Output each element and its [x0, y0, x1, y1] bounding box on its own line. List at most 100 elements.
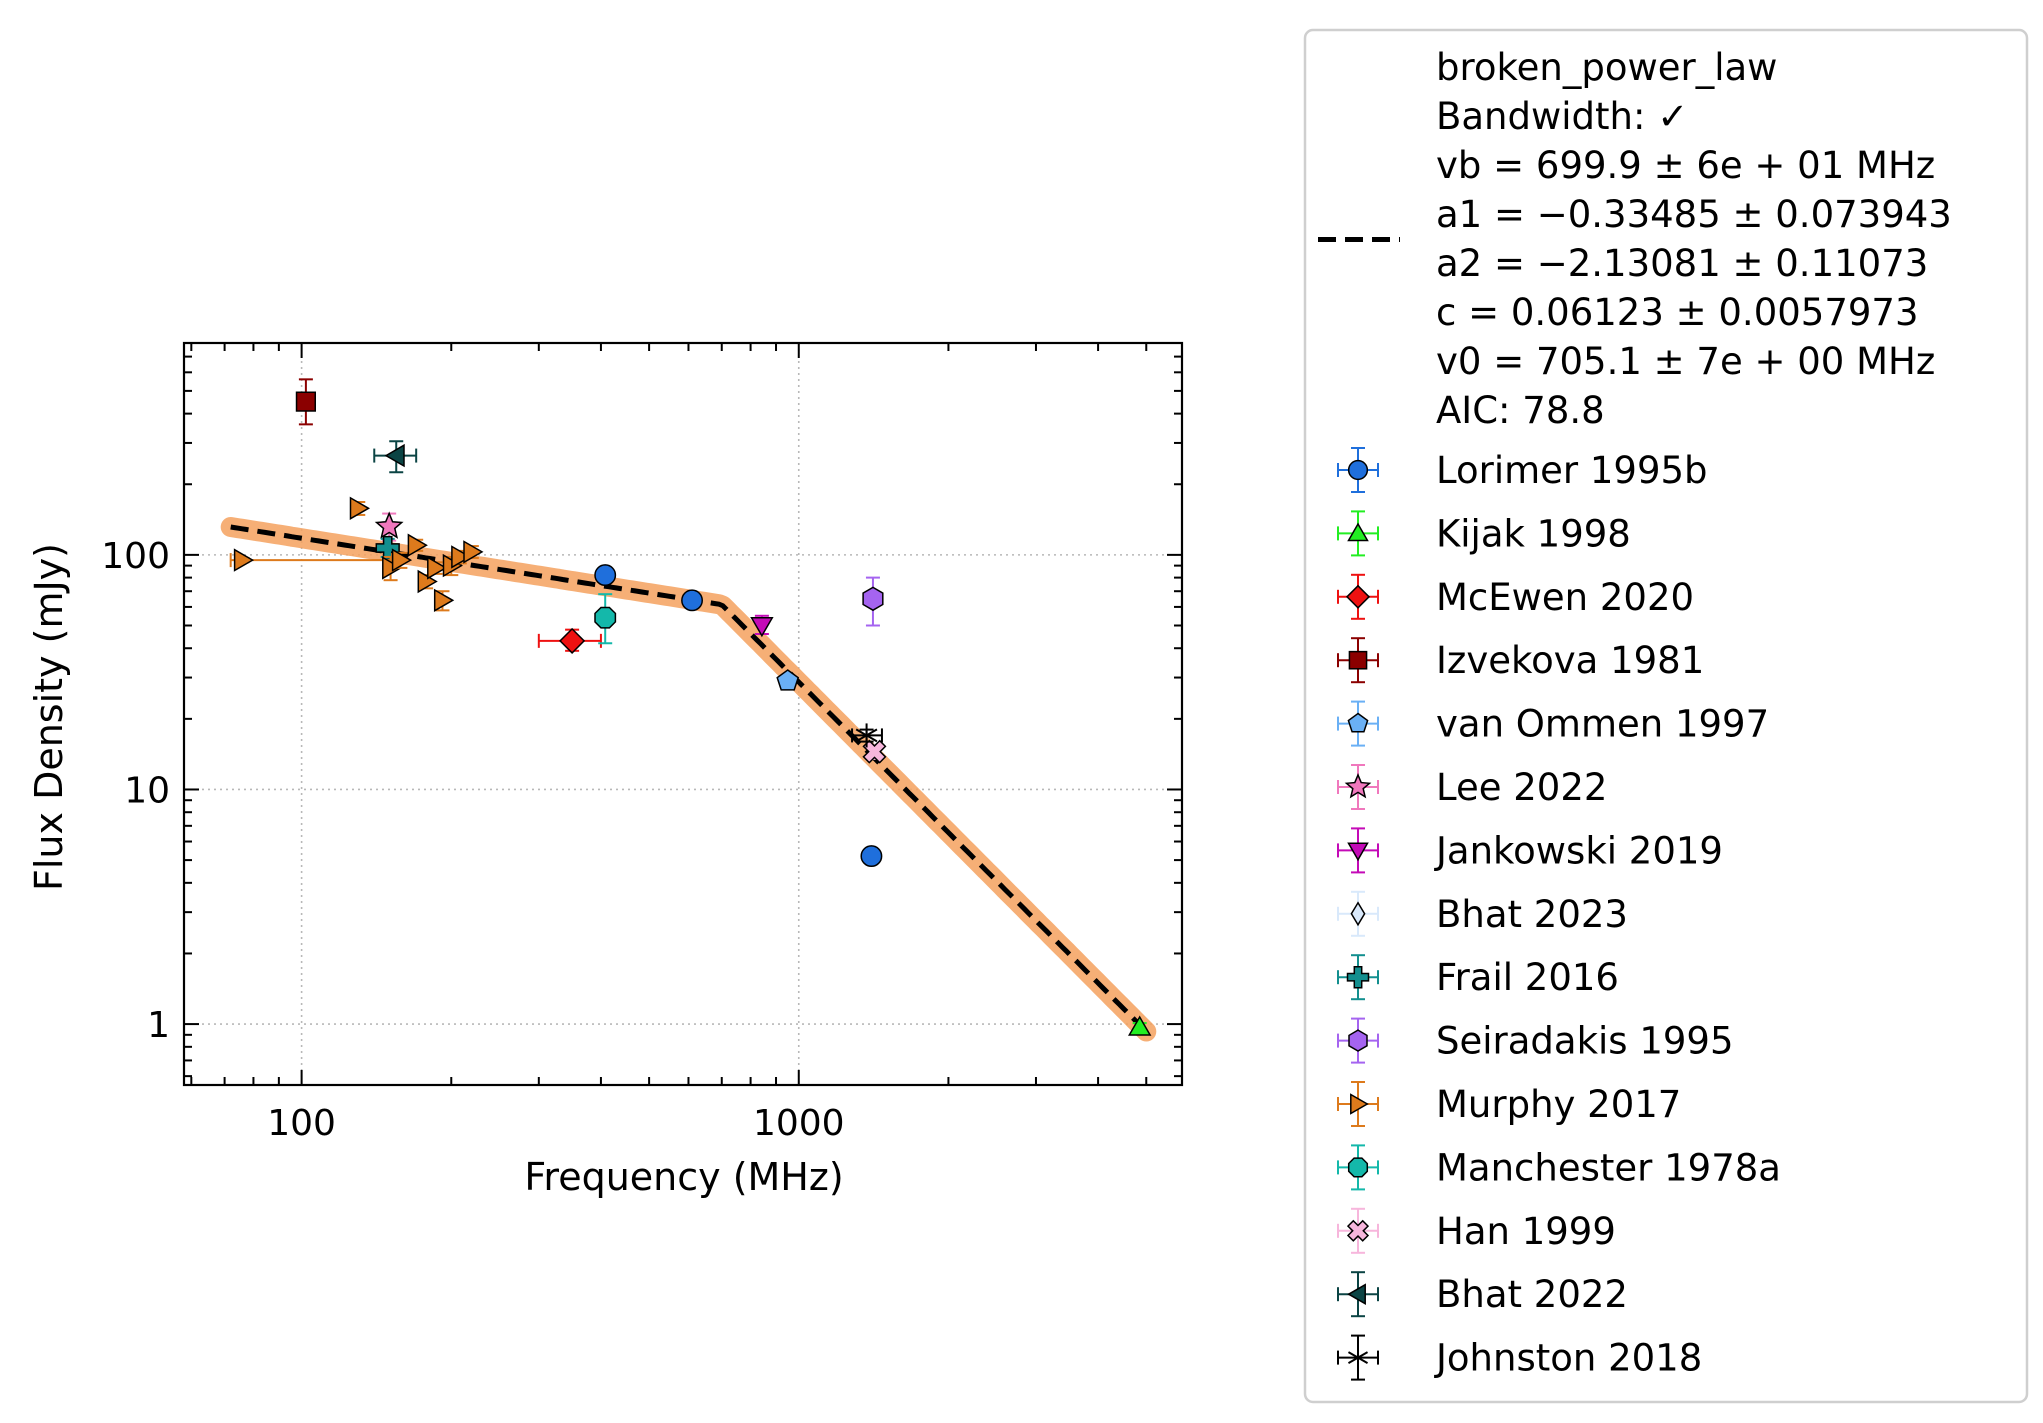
- series-seiradakis-1995: [862, 576, 884, 627]
- series-izvekova-1981: [295, 378, 316, 426]
- legend-entry: Jankowski 2019: [1337, 827, 1723, 874]
- x-axis-label: Frequency (MHz): [524, 1155, 843, 1199]
- legend-marker: [1350, 901, 1366, 927]
- legend-entry: Bhat 2022: [1337, 1271, 1628, 1318]
- data-points: [229, 378, 1152, 1036]
- legend-marker: [1347, 712, 1369, 733]
- legend-marker: [1345, 584, 1371, 609]
- legend-label: Murphy 2017: [1436, 1083, 1681, 1126]
- legend-fit-info-line: a1 = −0.33485 ± 0.073943: [1436, 193, 1952, 236]
- legend-entry: Izvekova 1981: [1337, 637, 1704, 684]
- series-lorimer-1995b: [594, 564, 883, 868]
- asterisk-stroke: [1347, 1351, 1369, 1364]
- legend-label: van Ommen 1997: [1436, 703, 1769, 746]
- legend-entry: Bhat 2023: [1337, 890, 1628, 937]
- data-point: [451, 545, 472, 569]
- x-tick-label: 1000: [753, 1103, 845, 1144]
- legend-fit-info-line: Bandwidth: ✓: [1436, 95, 1688, 138]
- legend-fit-info-line: c = 0.06123 ± 0.0057973: [1436, 291, 1918, 334]
- legend-entry: van Ommen 1997: [1337, 700, 1769, 747]
- series-kijak-1998: [1128, 1015, 1152, 1036]
- legend-entry: Han 1999: [1337, 1207, 1616, 1254]
- data-point: [433, 588, 455, 612]
- legend-marker: [1344, 772, 1372, 799]
- legend-label: Jankowski 2019: [1434, 829, 1723, 872]
- legend: broken_power_law Bandwidth: ✓ vb = 699.9 ±…: [1303, 28, 2029, 1404]
- data-point: [594, 606, 617, 629]
- data-point: [862, 586, 884, 612]
- legend-fit-model: broken_power_law: [1436, 46, 1777, 89]
- data-point: [407, 533, 428, 557]
- legend-fit-info-line: vb = 699.9 ± 6e + 01 MHz: [1436, 144, 1935, 187]
- legend-marker: [1347, 459, 1369, 481]
- legend-frame: [1303, 28, 2029, 1404]
- legend-marker: [1347, 1346, 1369, 1369]
- data-point: [855, 723, 878, 748]
- legend-fit-info-line: AIC: 78.8: [1436, 389, 1605, 432]
- data-point: [391, 548, 413, 572]
- data-point: [1128, 1015, 1152, 1036]
- y-tick-label: 1: [147, 1005, 170, 1046]
- legend-marker: [1347, 1283, 1366, 1305]
- legend-label: Lorimer 1995b: [1436, 449, 1708, 492]
- legend-marker: [1348, 650, 1368, 670]
- legend-label: McEwen 2020: [1436, 576, 1694, 619]
- axis-ticks: [184, 342, 1182, 1085]
- data-point: [776, 669, 800, 691]
- legend-marker: [1347, 1157, 1369, 1178]
- axis-tick-labels: 100 1000 1 10 100: [101, 536, 844, 1144]
- data-point: [860, 845, 883, 868]
- data-point: [559, 627, 586, 654]
- y-tick-label: 10: [124, 770, 170, 811]
- y-axis-label: Flux Density (mJy): [27, 543, 71, 891]
- legend-marker: [1347, 522, 1369, 542]
- legend-label: Kijak 1998: [1436, 512, 1631, 555]
- legend-entry: Frail 2016: [1337, 954, 1619, 1001]
- legend-marker: [1346, 966, 1370, 989]
- series-van-ommen-1997: [776, 669, 800, 691]
- legend-label: Manchester 1978a: [1436, 1146, 1781, 1189]
- series-han-1999: [862, 739, 887, 764]
- legend-entry: Seiradakis 1995: [1337, 1017, 1733, 1064]
- data-point: [427, 556, 448, 580]
- legend-entry: Kijak 1998: [1337, 510, 1631, 557]
- plot-frame: [182, 341, 1184, 1087]
- legend-marker: [1347, 842, 1369, 862]
- legend-fit-info-line: v0 = 705.1 ± 7e + 00 MHz: [1436, 340, 1935, 383]
- legend-entry: Lee 2022: [1337, 764, 1607, 810]
- legend-entry: Murphy 2017: [1337, 1081, 1681, 1127]
- legend-entry: Manchester 1978a: [1337, 1144, 1781, 1191]
- series-johnston-2018: [851, 723, 883, 748]
- legend-marker: [1348, 1029, 1368, 1052]
- series-manchester-1978a: [594, 593, 617, 645]
- data-point: [681, 589, 703, 612]
- asterisk-stroke: [855, 728, 878, 743]
- legend-entry: Johnston 2018: [1337, 1334, 1702, 1381]
- legend-label: Johnston 2018: [1434, 1337, 1702, 1380]
- legend-label: Lee 2022: [1436, 766, 1607, 809]
- series-murphy-2017: [229, 496, 484, 612]
- legend-label: Bhat 2023: [1436, 893, 1628, 936]
- legend-label: Seiradakis 1995: [1436, 1020, 1733, 1063]
- data-point: [374, 511, 404, 539]
- data-point: [295, 391, 316, 412]
- legend-label: Han 1999: [1436, 1210, 1616, 1253]
- legend-fit-info-line: a2 = −2.13081 ± 0.11073: [1436, 242, 1928, 285]
- legend-label: Frail 2016: [1436, 956, 1619, 999]
- series-mcewen-2020: [537, 627, 602, 654]
- legend-entry: McEwen 2020: [1337, 573, 1694, 620]
- data-point: [750, 616, 774, 638]
- legend-label: Bhat 2022: [1436, 1273, 1628, 1316]
- legend-marker: [1346, 1219, 1370, 1242]
- grid-lines: [184, 343, 1182, 1085]
- data-point: [594, 564, 617, 587]
- data-point: [233, 548, 255, 572]
- y-tick-label: 100: [101, 536, 170, 577]
- legend-marker: [1350, 1093, 1369, 1115]
- legend-entry: Lorimer 1995b: [1337, 447, 1708, 493]
- x-tick-label: 100: [267, 1103, 336, 1144]
- series-bhat-2022: [373, 440, 418, 474]
- data-point: [382, 556, 403, 580]
